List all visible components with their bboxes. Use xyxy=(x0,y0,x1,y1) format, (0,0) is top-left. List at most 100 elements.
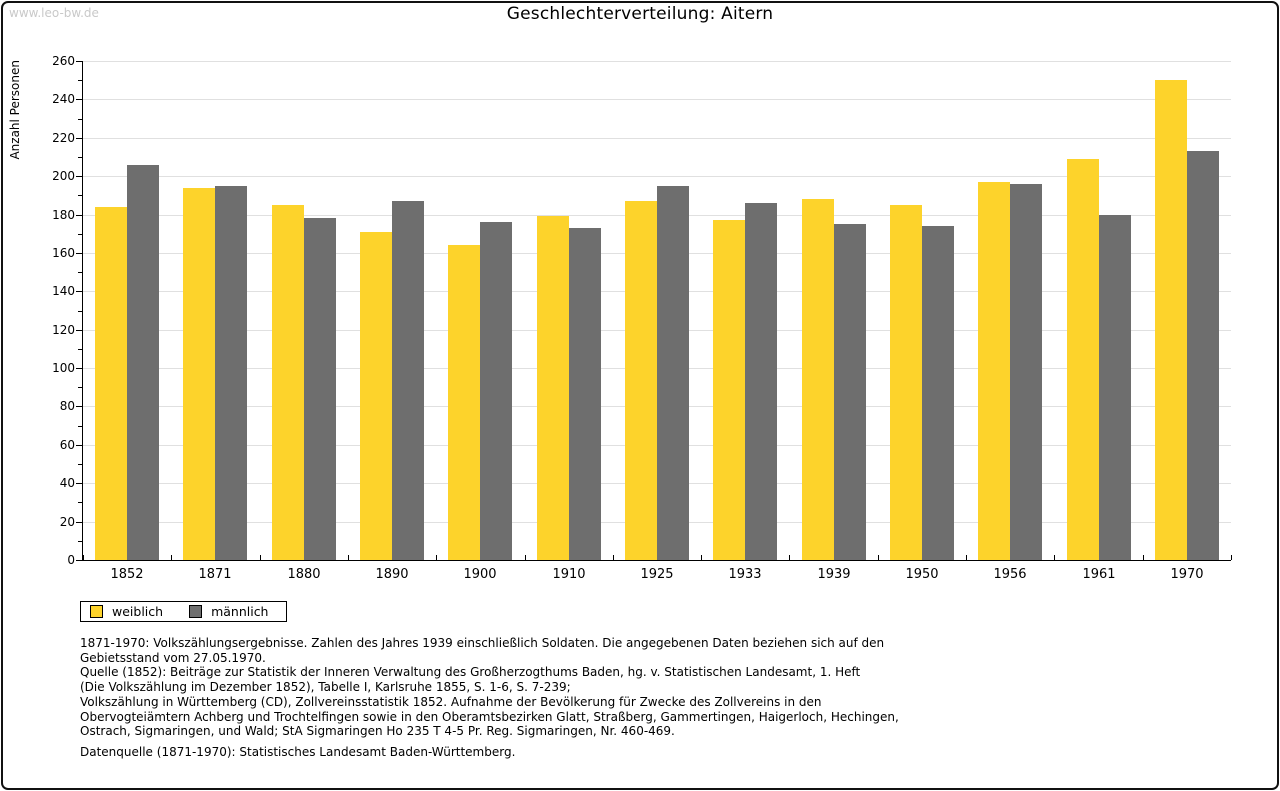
x-tick-label: 1880 xyxy=(287,567,321,582)
y-tick-label: 120 xyxy=(52,323,75,337)
footnote-line: Gebietsstand vom 27.05.1970. xyxy=(80,650,266,665)
bar-männlich-1961 xyxy=(1099,215,1131,560)
bar-weiblich-1956 xyxy=(978,182,1010,560)
legend-label-maennlich: männlich xyxy=(211,604,269,619)
y-tick-label: 260 xyxy=(52,54,75,68)
y-minor-tick-mark xyxy=(78,541,82,542)
bar-männlich-1900 xyxy=(480,222,512,560)
legend-swatch-weiblich xyxy=(90,605,103,618)
legend-entry-weiblich: weiblich xyxy=(90,604,163,619)
gridline xyxy=(83,138,1231,139)
bar-weiblich-1852 xyxy=(95,207,127,560)
y-tick-label: 160 xyxy=(52,246,75,260)
gridline xyxy=(83,176,1231,177)
bar-männlich-1950 xyxy=(922,226,954,560)
y-tick-mark xyxy=(76,483,82,484)
watermark: www.leo-bw.de xyxy=(9,6,99,20)
y-minor-tick-mark xyxy=(78,272,82,273)
x-boundary-tick xyxy=(436,555,437,560)
y-minor-tick-mark xyxy=(78,195,82,196)
y-minor-tick-mark xyxy=(78,464,82,465)
x-boundary-tick xyxy=(525,555,526,560)
y-tick-label: 80 xyxy=(59,399,75,413)
y-tick-mark xyxy=(76,253,82,254)
y-tick-label: 40 xyxy=(59,476,75,490)
bar-weiblich-1900 xyxy=(448,245,480,560)
bar-weiblich-1925 xyxy=(625,201,657,560)
footnote-line: Obervogteiämtern Achberg und Trochtelfin… xyxy=(80,709,899,724)
bar-weiblich-1910 xyxy=(537,216,569,560)
x-tick-label: 1956 xyxy=(993,567,1027,582)
y-minor-tick-mark xyxy=(78,80,82,81)
y-axis-tick-labels: 0 20 40 60 80 100 120 140 160 180 200 220 240 260 xyxy=(0,54,75,567)
y-minor-tick-mark xyxy=(78,502,82,503)
bar-weiblich-1970 xyxy=(1155,80,1187,560)
y-tick-label: 200 xyxy=(52,169,75,183)
footnote-line: Volkszählung in Württemberg (CD), Zollve… xyxy=(80,694,822,709)
y-minor-tick-mark xyxy=(78,311,82,312)
y-tick-label: 140 xyxy=(52,284,75,298)
y-tick-label: 60 xyxy=(59,438,75,452)
x-boundary-tick xyxy=(83,555,84,560)
y-tick-mark xyxy=(76,99,82,100)
bar-männlich-1970 xyxy=(1187,151,1219,560)
y-minor-tick-mark xyxy=(78,119,82,120)
bar-männlich-1939 xyxy=(834,224,866,560)
bar-weiblich-1939 xyxy=(802,199,834,560)
x-tick-label: 1970 xyxy=(1170,567,1204,582)
x-tick-label: 1939 xyxy=(817,567,851,582)
x-boundary-tick xyxy=(1054,555,1055,560)
x-boundary-tick xyxy=(348,555,349,560)
footnote-line: Quelle (1852): Beiträge zur Statistik de… xyxy=(80,665,861,680)
y-tick-mark xyxy=(76,368,82,369)
bar-männlich-1852 xyxy=(127,165,159,560)
x-boundary-tick xyxy=(613,555,614,560)
y-tick-mark xyxy=(76,138,82,139)
bar-männlich-1880 xyxy=(304,218,336,560)
footnote: 1871-1970: Volkszählungsergebnisse. Zahl… xyxy=(80,636,899,739)
bar-weiblich-1933 xyxy=(713,220,745,560)
plot-area: 1852 1871 1880 1890 1900 1910 1925 1933 1939 1950… xyxy=(76,61,1232,582)
y-tick-mark xyxy=(76,445,82,446)
legend-entry-maennlich: männlich xyxy=(189,604,268,619)
y-tick-label: 20 xyxy=(59,515,75,529)
x-tick-label: 1890 xyxy=(375,567,409,582)
y-tick-mark xyxy=(76,215,82,216)
datasource-note: Datenquelle (1871-1970): Statistisches L… xyxy=(80,745,516,759)
x-boundary-tick xyxy=(1143,555,1144,560)
y-tick-label: 0 xyxy=(67,553,75,567)
y-tick-mark xyxy=(76,61,82,62)
x-boundary-tick xyxy=(701,555,702,560)
y-tick-label: 180 xyxy=(52,208,75,222)
y-minor-tick-mark xyxy=(78,157,82,158)
x-tick-label: 1961 xyxy=(1082,567,1116,582)
y-minor-tick-mark xyxy=(78,387,82,388)
x-tick-label: 1925 xyxy=(640,567,674,582)
y-tick-label: 100 xyxy=(52,361,75,375)
bar-männlich-1871 xyxy=(215,186,247,560)
x-boundary-tick xyxy=(1231,555,1232,560)
bar-männlich-1910 xyxy=(569,228,601,560)
x-boundary-tick xyxy=(966,555,967,560)
y-minor-tick-mark xyxy=(78,234,82,235)
footnote-line: Ostrach, Sigmaringen, und Wald; StA Sigm… xyxy=(80,724,675,739)
y-tick-label: 240 xyxy=(52,92,75,106)
x-boundary-tick xyxy=(171,555,172,560)
bar-männlich-1956 xyxy=(1010,184,1042,560)
x-tick-label: 1910 xyxy=(552,567,586,582)
x-tick-label: 1852 xyxy=(110,567,144,582)
bar-männlich-1933 xyxy=(745,203,777,560)
footnote-line: 1871-1970: Volkszählungsergebnisse. Zahl… xyxy=(80,636,885,650)
y-tick-mark xyxy=(76,522,82,523)
y-tick-mark xyxy=(76,330,82,331)
y-tick-mark xyxy=(76,291,82,292)
bar-weiblich-1890 xyxy=(360,232,392,560)
bar-weiblich-1961 xyxy=(1067,159,1099,560)
bar-männlich-1925 xyxy=(657,186,689,560)
y-tick-label: 220 xyxy=(52,131,75,145)
bar-weiblich-1950 xyxy=(890,205,922,560)
legend-label-weiblich: weiblich xyxy=(112,604,164,619)
gridline xyxy=(83,61,1231,62)
footnote-line: (Die Volkszählung im Dezember 1852), Tab… xyxy=(80,680,571,695)
gridline xyxy=(83,99,1231,100)
